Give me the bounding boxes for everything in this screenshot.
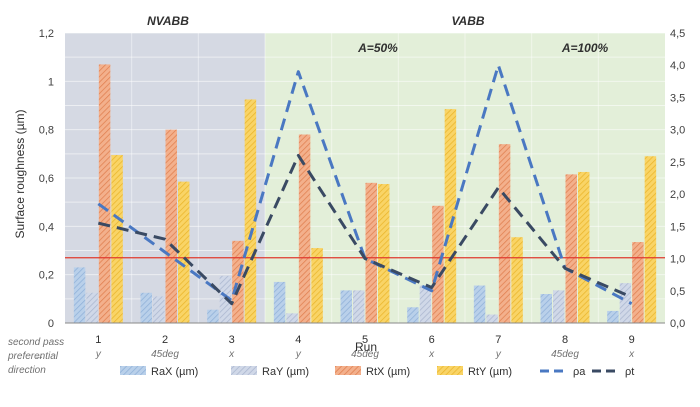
bar-rtx-run-9 [632,242,644,323]
bar-rty-run-9 [644,156,657,323]
bar-rax-run-3 [207,309,219,323]
row-label-line-1: second pass [8,337,64,348]
x-sublabel-run-7: y [495,349,502,360]
bar-rtx-run-2 [165,129,177,323]
bar-rtx-run-6 [432,205,444,323]
bar-rax-run-8 [540,294,552,323]
x-tick-label-run-3: 3 [229,334,235,346]
x-tick-label-run-6: 6 [429,334,435,346]
x-tick-label-run-2: 2 [162,334,168,346]
bar-rax-run-4 [273,281,286,323]
y2-tick-label: 4,5 [670,28,685,40]
x-sublabel-run-6: x [428,349,435,360]
row-label-line-3: direction [8,365,46,376]
x-sublabel-run-8: 45deg [551,349,579,360]
lines-layer [65,63,665,306]
bar-rty-run-3 [244,99,257,323]
annotation-a50: A=50% [357,41,398,55]
bar-rax-run-7 [473,285,486,323]
row-label-arrow: → [34,351,44,362]
bar-rty-run-6 [444,109,457,323]
x-tick-label-run-7: 7 [495,334,501,346]
y-tick-label: 0,6 [39,173,54,185]
bar-rtx-run-4 [298,134,311,323]
y2-tick-label: 1,0 [670,254,685,266]
legend-label-rtx: RtX (µm) [366,366,410,378]
bar-rty-run-7 [511,237,523,323]
y2-tick-label: 3,5 [670,92,685,104]
y2-tick-label: 2,5 [670,157,685,169]
bar-rax-run-2 [140,292,152,323]
axis-layer: 0 0,2 0,4 0,6 0,8 1 1,2 0,0 0,5 1,0 1,5 2,0 2,5 3,0 3,… [39,28,686,360]
legend-swatch-rax [120,366,146,375]
legend-label-ray: RaY (µm) [262,366,309,378]
x-axis-title: Run [355,340,377,354]
y-tick-label: 0,2 [39,270,54,282]
x-sublabel-run-5: 45deg [351,349,379,360]
x-sublabel-run-3: x [228,349,235,360]
bar-rty-run-8 [578,171,590,323]
bar-ray-run-8 [553,290,565,323]
bar-ray-run-9 [619,283,632,323]
bar-ray-run-7 [486,314,498,323]
bar-rax-run-5 [340,290,352,323]
y2-tick-label: 3,0 [670,125,685,137]
x-sublabel-run-9: x [628,349,635,360]
legend-label-rho-t: ρt [625,366,634,378]
row-label-line-2: preferential [7,351,59,362]
y2-tick-label: 2,0 [670,189,685,201]
legend-swatch-rty [437,366,463,375]
bar-rtx-run-1 [98,64,111,324]
bar-rax-run-9 [607,310,619,323]
x-tick-label-run-4: 4 [295,334,301,346]
legend-label-rho-a: ρa [573,366,586,378]
bar-rty-run-5 [378,184,390,323]
y-tick-label: 0,4 [39,221,54,233]
bar-rtx-run-5 [365,182,377,323]
bar-ray-run-4 [286,313,298,323]
series-line-rho-a [97,63,633,305]
y2-tick-label: 4,0 [670,60,685,72]
series-line-rho-t [97,153,633,306]
y-axis-title: Surface roughness (µm) [13,110,27,239]
bar-rtx-run-8 [565,174,577,323]
x-tick-label-run-1: 1 [95,334,101,346]
bar-rty-run-1 [111,155,123,323]
bar-ray-run-1 [86,292,98,323]
bar-rty-run-2 [178,181,190,323]
bar-ray-run-2 [153,296,165,323]
x-tick-label-run-5: 5 [362,334,368,346]
y2-tick-label: 0,5 [670,286,685,298]
y-tick-label: 0,8 [39,125,54,137]
bar-ray-run-5 [353,290,365,323]
y-tick-label: 1,2 [39,28,54,40]
x-sublabel-run-2: 45deg [151,349,179,360]
y2-tick-label: 1,5 [670,221,685,233]
bars-layer [73,64,657,324]
bar-ray-run-6 [419,285,432,323]
region-label-nvabb: NVABB [147,14,189,28]
x-sublabel-run-1: y [95,349,102,360]
x-tick-label-run-9: 9 [629,334,635,346]
legend-label-rax: RaX (µm) [151,366,198,378]
legend-label-rty: RtY (µm) [468,366,512,378]
x-sublabel-run-4: y [295,349,302,360]
bar-rtx-run-3 [232,240,244,323]
y-tick-label: 1 [48,76,54,88]
bar-rax-run-6 [407,307,419,323]
y-tick-label: 0 [48,318,54,330]
legend-swatch-rtx [335,366,361,375]
bar-rty-run-4 [311,248,323,323]
bar-rax-run-1 [73,267,86,323]
legend-swatch-ray [231,366,257,375]
region-label-vabb: VABB [451,14,484,28]
bar-rtx-run-7 [498,144,511,323]
annotation-a100: A=100% [561,41,609,55]
y2-tick-label: 0,0 [670,318,685,330]
legend: RaX (µm) RaY (µm) RtX (µm) RtY (µm) ρa ρ… [120,366,634,378]
x-tick-label-run-8: 8 [562,334,568,346]
